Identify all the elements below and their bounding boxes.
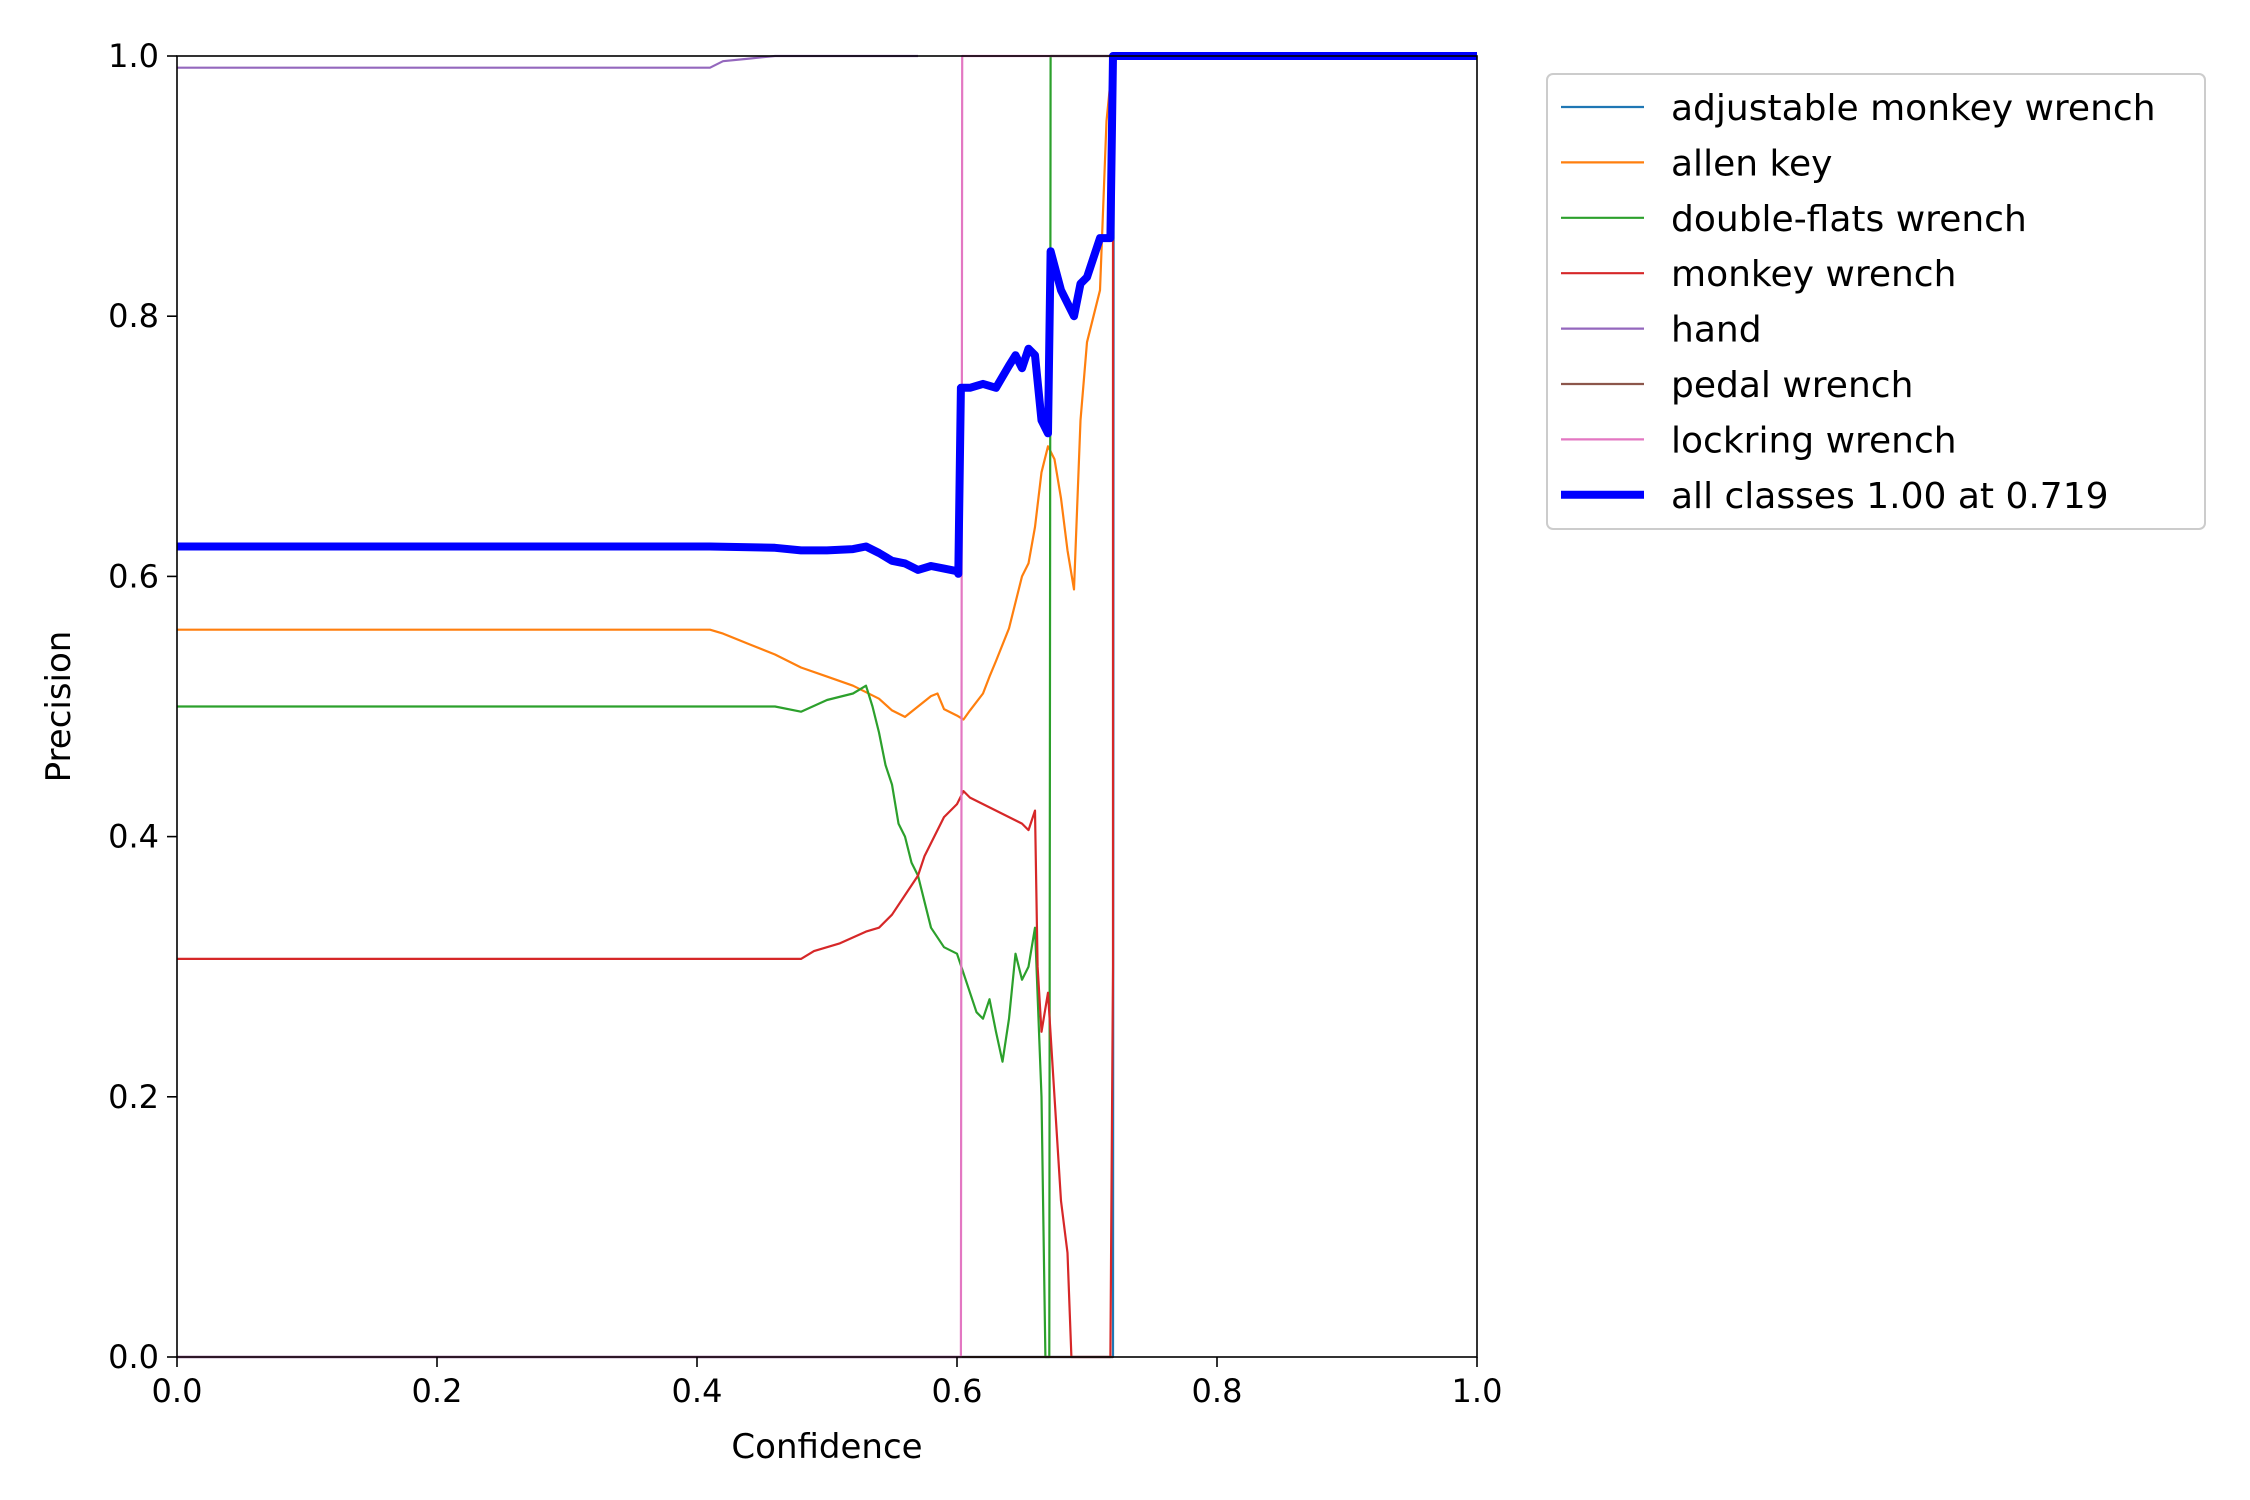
x-tick-label: 0.4	[672, 1372, 723, 1410]
y-tick-label: 0.0	[108, 1338, 159, 1376]
y-tick-label: 0.8	[108, 297, 159, 335]
legend: adjustable monkey wrench allen key double-…	[1546, 73, 2206, 530]
series-line-7	[177, 52, 1477, 578]
x-axis-ticks: 0.0 0.2 0.4 0.6 0.8 1.0	[152, 1357, 1503, 1410]
legend-label: adjustable monkey wrench	[1671, 88, 2156, 129]
series-line-2	[177, 54, 1477, 1359]
legend-label: hand	[1671, 310, 1762, 351]
y-tick-label: 1.0	[108, 37, 159, 75]
legend-label: all classes 1.00 at 0.719	[1671, 476, 2109, 517]
x-tick-label: 0.2	[412, 1372, 463, 1410]
y-tick-label: 0.2	[108, 1078, 159, 1116]
legend-label: double-flats wrench	[1671, 199, 2027, 240]
x-tick-label: 0.8	[1192, 1372, 1243, 1410]
y-axis-label: Precision	[39, 631, 79, 783]
x-tick-label: 0.6	[932, 1372, 983, 1410]
legend-label: pedal wrench	[1671, 365, 1913, 406]
y-axis-ticks: 0.0 0.2 0.4 0.6 0.8 1.0	[108, 37, 177, 1376]
x-tick-label: 0.0	[152, 1372, 203, 1410]
y-tick-label: 0.6	[108, 557, 159, 595]
legend-box	[1546, 73, 2206, 530]
series-line-3	[177, 54, 1477, 1359]
plot-frame	[176, 55, 1478, 1358]
y-tick-label: 0.4	[108, 818, 159, 856]
legend-label: allen key	[1671, 143, 1833, 184]
series-line-1	[177, 54, 1477, 721]
x-axis-label: Confidence	[731, 1427, 922, 1467]
legend-label: monkey wrench	[1671, 254, 1956, 295]
legend-label: lockring wrench	[1671, 420, 1957, 461]
x-tick-label: 1.0	[1452, 1372, 1503, 1410]
